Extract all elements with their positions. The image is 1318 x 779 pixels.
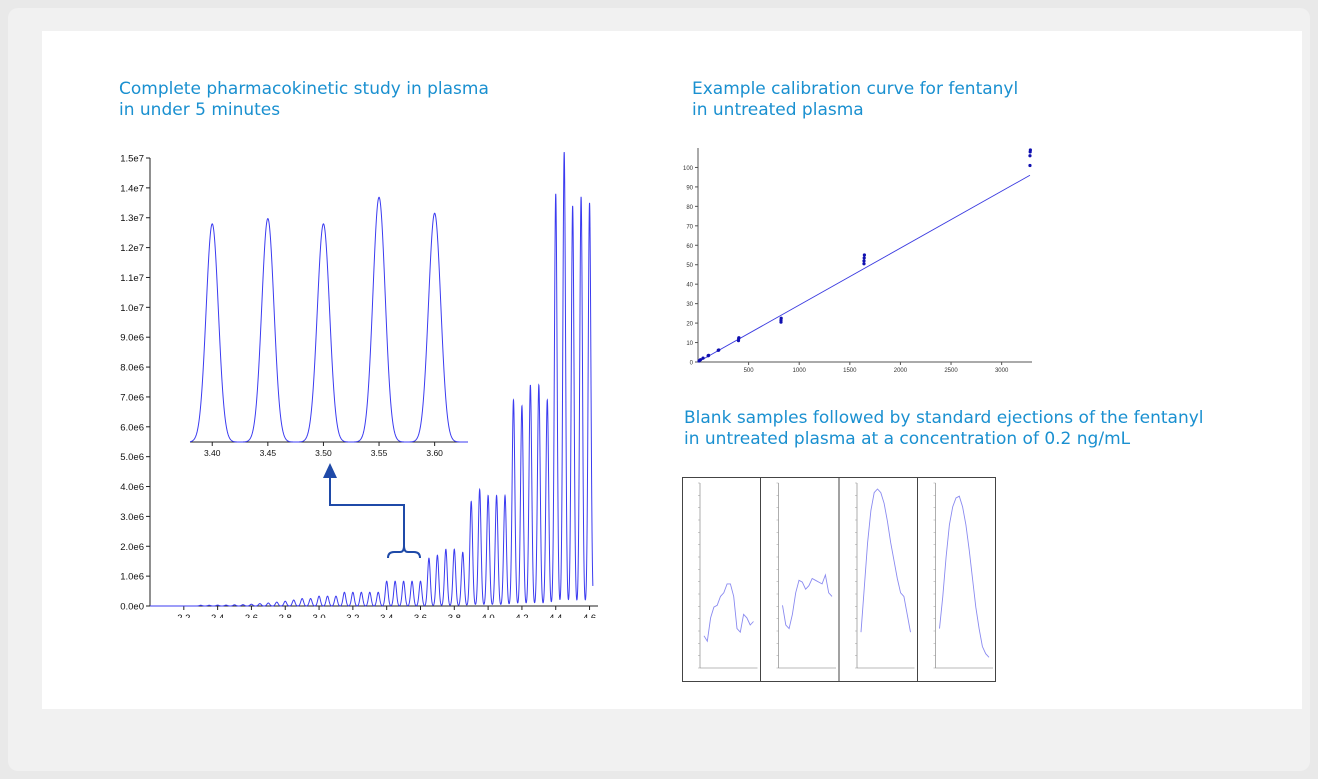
cal-x-tick-label: 2000 [894, 368, 908, 374]
panel-trace [703, 583, 754, 643]
y-tick-label: 9.0e6 [120, 333, 144, 344]
cal-caption-line2: in untreated plasma [692, 100, 864, 120]
zoom-connector-line [329, 476, 405, 546]
cal-point [707, 353, 711, 357]
chromatogram-chart: 0.0e0 1.0e6 2.0e6 3.0e6 4.0e6 5.0e6 6.0e6 7.0e6… [120, 152, 598, 618]
blank-caption-line2: in untreated plasma at a concentration o… [684, 429, 1131, 449]
pk-caption-line2: in under 5 minutes [119, 100, 281, 120]
inset-trace [189, 196, 468, 443]
y-tick-label: 1.4e7 [120, 183, 144, 194]
y-tick-label: 1.0e7 [120, 303, 144, 314]
cal-x-tick-label: 3000 [995, 368, 1009, 374]
x-tick-label: 4.6 [583, 613, 596, 618]
cal-x-tick-label: 500 [744, 368, 755, 374]
cal-y-tick-label: 100 [683, 166, 694, 172]
pk-caption-line1: Complete pharmacokinetic study in plasma [119, 79, 489, 99]
cal-point [737, 336, 741, 340]
x-tick-label: 2.2 [177, 613, 190, 618]
blank-caption: Blank samples followed by standard eject… [684, 408, 1204, 450]
cal-point [698, 358, 703, 362]
pk-caption: Complete pharmacokinetic study in plasma… [119, 79, 489, 121]
cal-fit-line [697, 174, 1031, 363]
y-tick-label: 5.0e6 [120, 452, 144, 463]
zoom-inset-chart: 3.40 3.45 3.50 3.55 3.60 [188, 170, 470, 460]
cal-y-tick-label: 60 [686, 244, 693, 250]
y-tick-label: 4.0e6 [120, 482, 144, 493]
x-tick-label: 3.0 [312, 613, 325, 618]
x-tick-label: 3.4 [380, 613, 393, 618]
cal-point [1028, 163, 1032, 168]
x-tick-label: 2.4 [211, 613, 224, 618]
zoom-bracket [387, 545, 421, 559]
blank-samples-chart [682, 477, 996, 682]
x-tick-label: 3.2 [346, 613, 359, 618]
y-tick-label: 6.0e6 [120, 422, 144, 433]
cal-caption: Example calibration curve for fentanyl i… [692, 79, 1018, 121]
zoom-callout-arrow [323, 463, 421, 559]
cal-x-tick-label: 2500 [944, 368, 958, 374]
inset-x-tick-label: 3.60 [426, 448, 443, 458]
cal-point [862, 262, 866, 266]
y-tick-label: 1.2e7 [120, 243, 144, 254]
cal-point [862, 259, 866, 263]
cal-point [1028, 154, 1032, 158]
cal-y-tick-label: 20 [686, 322, 693, 328]
cal-x-tick-label: 1000 [793, 368, 807, 374]
x-tick-label: 3.8 [448, 613, 461, 618]
y-tick-label: 1.5e7 [120, 154, 144, 165]
inset-x-tick-label: 3.40 [204, 448, 221, 458]
inset-background [188, 170, 470, 460]
cal-y-tick-label: 0 [690, 361, 694, 367]
cal-y-tick-label: 40 [686, 283, 693, 289]
inset-x-tick-label: 3.50 [315, 448, 332, 458]
x-tick-label: 3.6 [414, 613, 427, 618]
cal-y-tick-label: 10 [686, 341, 693, 347]
y-tick-label: 7.0e6 [120, 392, 144, 403]
cal-point [862, 253, 866, 257]
cal-point [862, 256, 866, 260]
y-tick-label: 0.0e0 [120, 602, 144, 613]
inset-x-tick-label: 3.45 [260, 448, 277, 458]
chromatogram-trace [150, 152, 594, 607]
y-tick-label: 2.0e6 [120, 542, 144, 553]
x-tick-label: 4.0 [482, 613, 495, 618]
inset-x-tick-label: 3.55 [371, 448, 388, 458]
x-tick-label: 4.2 [515, 613, 528, 618]
panel-trace [939, 495, 990, 658]
y-tick-label: 1.3e7 [120, 213, 144, 224]
zoom-arrow-head [323, 463, 337, 478]
cal-caption-line1: Example calibration curve for fentanyl [692, 79, 1019, 99]
cal-point [779, 316, 783, 320]
y-tick-label: 8.0e6 [120, 363, 144, 374]
panel-trace [860, 488, 911, 633]
y-tick-label: 1.1e7 [120, 273, 144, 284]
y-tick-label: 1.0e6 [120, 572, 144, 583]
x-tick-label: 4.4 [549, 613, 562, 618]
cal-point [701, 356, 705, 360]
y-tick-label: 3.0e6 [120, 512, 144, 523]
cal-point [717, 348, 721, 352]
cal-y-tick-label: 50 [686, 263, 693, 269]
panel-trace [782, 573, 833, 630]
cal-point [1028, 148, 1032, 152]
calibration-chart: 0 10 20 30 40 50 60 70 80 90 100 500 1000 1500 2000 250… [683, 148, 1032, 374]
cal-y-tick-label: 80 [686, 205, 693, 211]
x-tick-label: 2.6 [245, 613, 258, 618]
blank-caption-line1: Blank samples followed by standard eject… [684, 408, 1204, 428]
cal-y-tick-label: 30 [686, 302, 693, 308]
cal-x-tick-label: 1500 [843, 368, 857, 374]
cal-y-tick-label: 90 [686, 185, 693, 191]
cal-y-tick-label: 70 [686, 224, 693, 230]
x-tick-label: 2.8 [279, 613, 292, 618]
